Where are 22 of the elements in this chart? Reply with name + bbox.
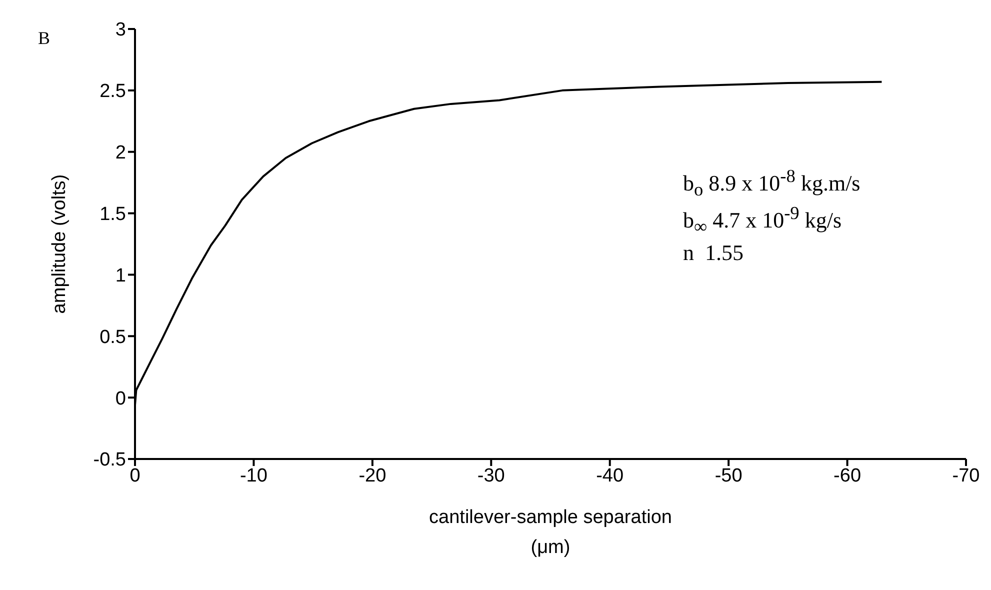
y-tick-label: 2.5 bbox=[100, 81, 126, 102]
x-tick-label: -60 bbox=[834, 465, 862, 486]
y-tick-label: -0.5 bbox=[93, 450, 126, 471]
x-tick-label: -30 bbox=[477, 465, 505, 486]
y-tick-label: 0.5 bbox=[100, 326, 126, 348]
x-tick-label: -70 bbox=[952, 465, 980, 486]
x-tick-label: 0 bbox=[130, 465, 140, 486]
y-tick-label: 3 bbox=[115, 20, 126, 41]
x-tick-label: -40 bbox=[596, 465, 624, 486]
y-tick-label: 2 bbox=[115, 142, 126, 164]
y-tick-label: 0 bbox=[115, 388, 126, 410]
annotation: n 1.55 bbox=[683, 240, 744, 266]
annotation: b$_{∞}$ 4.7 x 10$^{-9}$ kg/s bbox=[683, 203, 842, 238]
text: B bbox=[38, 28, 50, 49]
y-axis-title: amplitude (volts) bbox=[49, 174, 71, 314]
x-tick-label: -50 bbox=[714, 465, 742, 486]
x-tick-label: -20 bbox=[358, 465, 386, 486]
y-tick-label: 1 bbox=[115, 265, 126, 286]
annotation: b$_{o}$ 8.9 x 10$^{-8}$ kg.m/s bbox=[683, 166, 860, 201]
x-tick-label: -10 bbox=[240, 465, 268, 486]
y-tick-label: 1.5 bbox=[100, 204, 126, 226]
x-axis-title: cantilever-sample separation (μm) bbox=[428, 506, 673, 560]
